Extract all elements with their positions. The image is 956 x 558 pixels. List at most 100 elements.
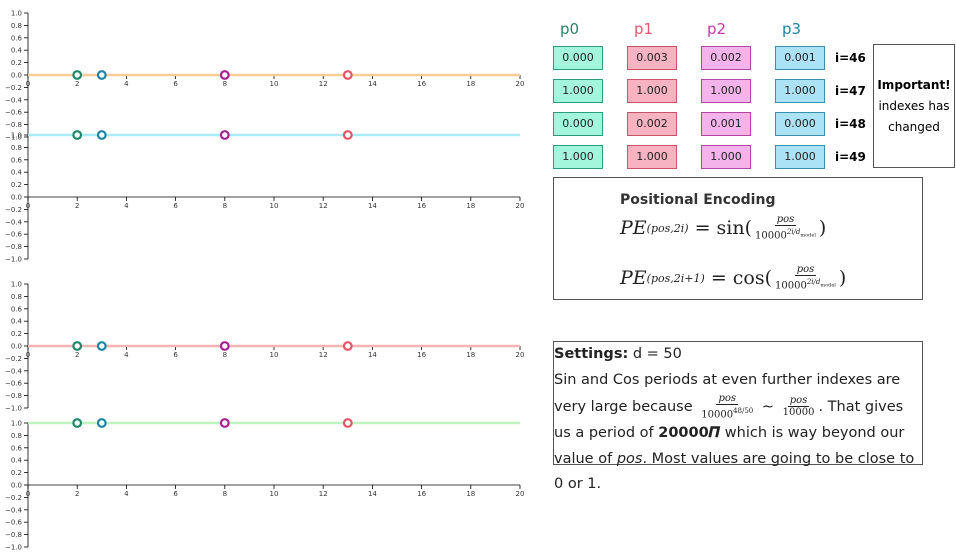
cell-p2: 0.002 <box>701 46 751 70</box>
x-tick-label: 8 <box>223 351 227 359</box>
y-tick-label: 0.6 <box>11 156 23 164</box>
settings-text-2: . That gives us a period of <box>554 399 904 442</box>
y-tick-label: −0.2 <box>5 84 22 92</box>
cell-p2: 0.001 <box>701 112 751 136</box>
x-tick-label: 12 <box>319 490 328 498</box>
x-tick-label: 6 <box>173 351 178 359</box>
y-tick-label: 0.2 <box>11 181 22 189</box>
note-title: Important! <box>877 77 951 92</box>
y-tick-label: 0.4 <box>11 169 23 177</box>
x-tick-label: 4 <box>124 80 129 88</box>
settings-pos: pos <box>616 450 643 467</box>
data-point <box>342 418 353 428</box>
header-p2: p2 <box>707 20 727 38</box>
y-tick-label: −0.6 <box>5 109 23 117</box>
fraction-denominator: 1000048/50 <box>699 405 755 421</box>
cell-p0: 0.000 <box>553 112 603 136</box>
data-point <box>342 70 353 80</box>
y-tick-label: 0.6 <box>11 34 23 42</box>
x-tick-label: 12 <box>319 351 328 359</box>
y-tick-label: −0.6 <box>5 231 23 239</box>
x-tick-label: 2 <box>75 202 79 210</box>
y-tick-label: −0.8 <box>5 121 22 129</box>
x-tick-label: 4 <box>124 351 129 359</box>
data-point <box>72 418 83 428</box>
den-base: 10000 <box>775 280 807 292</box>
cell-p2: 1.000 <box>701 145 751 169</box>
y-tick-label: 1.0 <box>11 420 22 428</box>
y-tick-label: −0.8 <box>5 392 22 400</box>
cell-p2: 1.000 <box>701 79 751 103</box>
data-point <box>342 130 353 140</box>
x-tick-label: 14 <box>368 351 377 359</box>
charts-area: 1.0 0.8 0.6 0.4 0.2 0.0 −0.2 −0.4 −0.6 −0.8 −1.0 0 2… <box>5 10 525 552</box>
y-tick-label: −0.4 <box>5 367 23 375</box>
header-p3: p3 <box>782 20 802 38</box>
formula-lhs-subscript: (pos,2i+1) <box>646 271 705 285</box>
x-tick-label: 14 <box>368 490 377 498</box>
y-tick-label: 0.6 <box>11 305 23 313</box>
x-tick-label: 12 <box>319 202 328 210</box>
y-tick-label: 0.8 <box>11 144 22 152</box>
data-point <box>72 130 83 140</box>
cell-p3: 0.001 <box>775 46 825 70</box>
data-point <box>342 341 353 351</box>
cell-p0: 1.000 <box>553 145 603 169</box>
x-tick-label: 10 <box>270 202 279 210</box>
fraction-denominator: 100002i/dmodel <box>773 276 838 292</box>
y-tick-label: −0.6 <box>5 380 23 388</box>
cell-p0: 0.000 <box>553 46 603 70</box>
y-tick-label: −1.0 <box>5 256 22 264</box>
index-label: i=48 <box>835 117 866 131</box>
formula-fraction: pos 100002i/dmodel <box>753 214 818 242</box>
important-note: Important! indexes has changed <box>873 44 955 168</box>
settings-fraction-2: pos 10000 <box>781 395 817 419</box>
formula-eq: = sin( <box>688 217 753 240</box>
cell-p1: 1.000 <box>627 145 677 169</box>
y-tick-label: −1.0 <box>5 544 22 552</box>
header-p0: p0 <box>560 20 580 38</box>
x-tick-label: 20 <box>516 202 525 210</box>
y-tick-label: −0.2 <box>5 494 22 502</box>
y-tick-label: 0.2 <box>11 469 22 477</box>
note-line-2: changed <box>888 119 940 134</box>
fraction-numerator: pos <box>716 393 739 405</box>
settings-text-4: . Most values are going to be close to 0… <box>554 450 915 493</box>
formula-close: ) <box>838 267 847 290</box>
x-tick-label: 0 <box>26 490 30 498</box>
y-tick-label: −0.4 <box>5 218 23 226</box>
header-p1: p1 <box>634 20 654 38</box>
y-tick-label: 0.4 <box>11 47 23 55</box>
y-tick-label: −1.0 <box>5 405 22 413</box>
formula-lhs: PE <box>620 267 647 290</box>
settings-fraction-1: pos 1000048/50 <box>699 393 755 421</box>
x-tick-label: 6 <box>173 80 178 88</box>
x-tick-label: 8 <box>223 490 227 498</box>
y-tick-label: 0.2 <box>11 59 22 67</box>
sin-formula: PE (pos,2i) = sin( pos 100002i/dmodel ) <box>620 214 826 242</box>
den-exponent-sub: model <box>800 232 816 239</box>
x-tick-label: 4 <box>124 202 129 210</box>
cell-p0: 1.000 <box>553 79 603 103</box>
settings-value: d = 50 <box>628 346 682 362</box>
fraction-numerator: pos <box>794 264 817 276</box>
fraction-denominator: 10000 <box>782 407 815 419</box>
settings-text-3: which is way beyond our value of <box>554 425 905 467</box>
x-tick-label: 18 <box>466 490 475 498</box>
y-tick-label: 0.6 <box>11 444 23 452</box>
fraction-denominator: 100002i/dmodel <box>753 226 818 242</box>
x-tick-label: 8 <box>223 202 227 210</box>
cos-formula: PE (pos,2i+1) = cos( pos 100002i/dmodel ) <box>620 264 846 292</box>
data-point <box>219 70 230 80</box>
x-tick-label: 10 <box>270 490 279 498</box>
index-label: i=49 <box>835 150 866 164</box>
x-tick-label: 6 <box>173 490 178 498</box>
index-label: i=46 <box>835 51 866 65</box>
x-tick-label: 20 <box>516 490 525 498</box>
y-tick-label: −0.2 <box>5 206 22 214</box>
cell-p3: 1.000 <box>775 79 825 103</box>
y-tick-label: 0.8 <box>11 432 22 440</box>
similar-symbol: ∼ <box>757 399 779 416</box>
formula-fraction: pos 100002i/dmodel <box>773 264 838 292</box>
formula-lhs-subscript: (pos,2i) <box>646 221 689 235</box>
